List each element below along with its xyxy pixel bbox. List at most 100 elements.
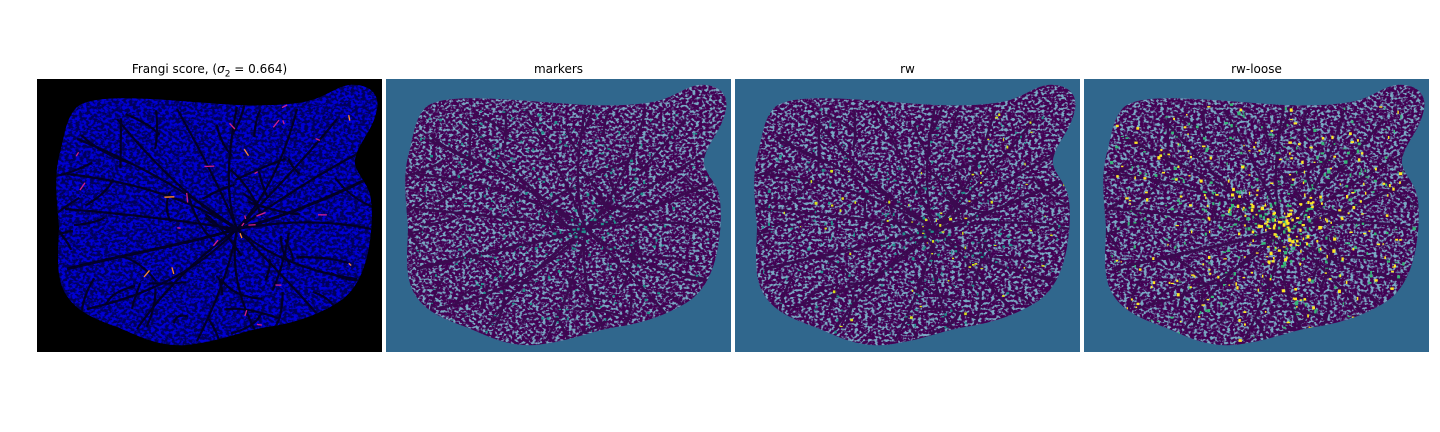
pixel-cluster	[1176, 279, 1179, 283]
pixel-cluster	[1134, 141, 1138, 144]
pixel-cluster	[1206, 298, 1210, 301]
pixel-cluster	[1266, 225, 1270, 228]
pixel-cluster	[1274, 247, 1277, 249]
pixel-cluster	[1369, 274, 1373, 278]
pixel-cluster	[1288, 152, 1291, 155]
pixel-cluster	[1363, 233, 1367, 235]
pixel-cluster	[1319, 195, 1322, 199]
pixel-cluster	[1255, 194, 1259, 196]
pixel-cluster	[573, 247, 576, 250]
pixel-cluster	[916, 125, 919, 127]
pixel-cluster	[841, 309, 843, 312]
pixel-cluster	[1165, 116, 1168, 118]
pixel-cluster	[1229, 277, 1233, 279]
pixel-cluster	[964, 322, 968, 324]
pixel-cluster	[1286, 226, 1290, 228]
pixel-cluster	[932, 230, 934, 233]
vein	[870, 314, 887, 324]
pixel-cluster	[880, 244, 883, 246]
vein	[553, 213, 592, 257]
pixel-cluster	[1351, 192, 1355, 194]
pixel-cluster	[603, 174, 607, 177]
pixel-cluster	[887, 244, 890, 248]
pixel-cluster	[1209, 156, 1212, 160]
pixel-cluster	[1248, 174, 1251, 176]
pixel-cluster	[506, 222, 509, 225]
pixel-cluster	[1273, 211, 1276, 215]
pixel-cluster	[909, 316, 913, 319]
pixel-cluster	[954, 245, 956, 248]
pixel-cluster	[939, 216, 941, 219]
pixel-cluster	[504, 235, 506, 239]
pixel-cluster	[918, 223, 921, 225]
vein	[628, 235, 641, 266]
pixel-cluster	[1255, 252, 1259, 254]
pixel-cluster	[513, 109, 516, 111]
pixel-cluster	[1372, 190, 1375, 193]
vein	[1343, 255, 1396, 265]
pixel-cluster	[931, 161, 934, 164]
pixel-cluster	[884, 270, 887, 272]
pixel-cluster	[1327, 170, 1331, 174]
markers-panel	[386, 79, 731, 352]
pixel-cluster	[1309, 188, 1312, 192]
pixel-cluster	[1254, 222, 1258, 225]
pixel-cluster	[1325, 217, 1327, 221]
pixel-cluster	[1308, 245, 1311, 248]
pixel-cluster	[1219, 201, 1221, 205]
pixel-cluster	[1133, 245, 1136, 249]
rw-panel	[735, 79, 1080, 352]
pixel-cluster	[1300, 220, 1303, 222]
pixel-cluster	[889, 332, 892, 334]
pixel-cluster	[987, 199, 989, 203]
pixel-cluster	[1244, 224, 1246, 227]
pixel-cluster	[1253, 146, 1256, 149]
pixel-cluster	[600, 153, 604, 155]
pixel-cluster	[1243, 111, 1245, 114]
vein	[913, 275, 922, 296]
vein	[1289, 193, 1309, 208]
pixel-cluster	[916, 299, 919, 302]
pixel-cluster	[428, 117, 431, 120]
pixel-cluster	[1388, 184, 1391, 188]
pixel-cluster	[610, 248, 613, 251]
pixel-cluster	[1329, 278, 1332, 280]
pixel-cluster	[1266, 220, 1269, 224]
pixel-cluster	[485, 163, 488, 166]
pixel-cluster	[1282, 217, 1285, 219]
pixel-cluster	[1374, 232, 1377, 236]
vein	[817, 118, 821, 169]
pixel-cluster	[513, 270, 515, 274]
pixel-cluster	[1245, 166, 1247, 170]
pixel-cluster	[1186, 114, 1188, 116]
vein	[846, 281, 885, 285]
vein	[535, 191, 564, 242]
pixel-cluster	[1131, 166, 1133, 169]
pixel-cluster	[1307, 244, 1310, 246]
pixel-cluster	[423, 190, 427, 192]
pixel-cluster	[1264, 213, 1268, 216]
pixel-cluster	[987, 138, 990, 140]
hotspot	[282, 120, 285, 125]
pixel-cluster	[581, 230, 585, 233]
pixel-cluster	[1243, 311, 1247, 313]
pixel-cluster	[1339, 183, 1341, 185]
pixel-cluster	[595, 139, 599, 142]
pixel-cluster	[1321, 137, 1325, 140]
pixel-cluster	[1007, 266, 1009, 269]
vein	[764, 172, 936, 231]
pixel-cluster	[1395, 238, 1398, 241]
pixel-cluster	[1197, 316, 1201, 318]
pixel-cluster	[1319, 161, 1323, 163]
pixel-cluster	[922, 232, 925, 234]
pixel-cluster	[1267, 211, 1269, 213]
pixel-cluster	[465, 313, 468, 315]
pixel-cluster	[1259, 153, 1261, 155]
pixel-cluster	[1277, 180, 1280, 183]
pixel-cluster	[1360, 168, 1362, 172]
hotspot	[244, 310, 248, 317]
pixel-cluster	[771, 225, 773, 227]
pixel-cluster	[457, 175, 461, 179]
pixel-cluster	[850, 302, 852, 305]
pixel-cluster	[1252, 215, 1254, 219]
